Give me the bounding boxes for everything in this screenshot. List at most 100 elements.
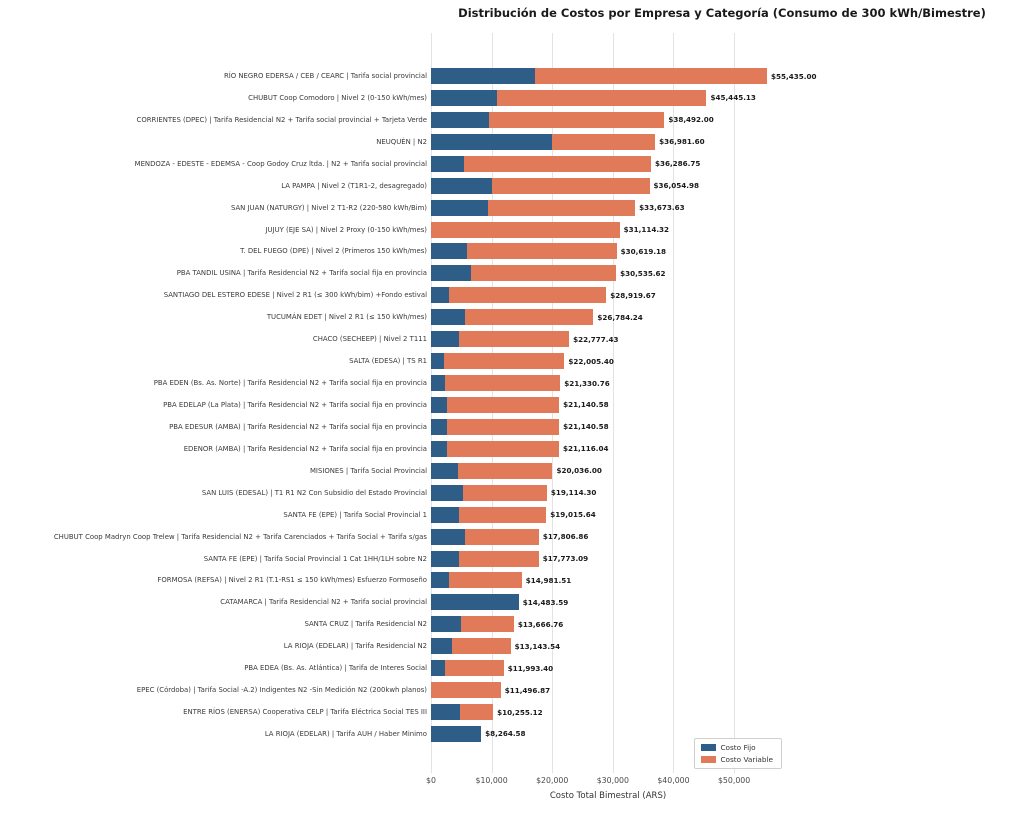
y-axis-category-label: CHACO (SECHEEP) | Nivel 2 T111 bbox=[312, 335, 427, 344]
bar-segment-costo-fijo bbox=[431, 725, 482, 742]
bar-segment-costo-variable bbox=[449, 287, 607, 304]
bar-row: ENTRE RÍOS (ENERSA) Cooperativa CELP | T… bbox=[183, 704, 543, 721]
y-axis-category-label: NEUQUÉN | N2 bbox=[376, 137, 427, 146]
bar-segment-costo-variable bbox=[465, 528, 539, 545]
y-axis-category-label: MENDOZA - EDESTE - EDEMSA - Coop Godoy C… bbox=[134, 159, 427, 168]
bar-row: SALTA (EDESA) | TS R1 $22,005.40 bbox=[349, 353, 614, 370]
y-axis-category-label: SANTA CRUZ | Tarifa Residencial N2 bbox=[304, 620, 427, 629]
bar-row: SANTIAGO DEL ESTERO EDESE | Nivel 2 R1 (… bbox=[164, 287, 656, 304]
bar-segment-costo-variable bbox=[464, 155, 651, 172]
bar-segment-costo-variable bbox=[459, 506, 547, 523]
bar-row: CATAMARCA | Tarifa Residencial N2 + Tari… bbox=[220, 594, 568, 611]
bar-segment-costo-variable bbox=[445, 660, 504, 677]
bar-total-label: $21,116.04 bbox=[562, 444, 609, 454]
bar-row: LA RIOJA (EDELAR) | Tarifa Residencial N… bbox=[284, 638, 561, 655]
bar-row: PBA EDEN (Bs. As. Norte) | Tarifa Reside… bbox=[154, 375, 610, 392]
y-axis-category-label: PBA EDELAP (La Plata) | Tarifa Residenci… bbox=[163, 400, 427, 409]
bar-segment-costo-fijo bbox=[431, 550, 460, 567]
bar-total-label: $8,264.58 bbox=[485, 729, 526, 739]
bar-segment-costo-fijo bbox=[431, 528, 466, 545]
bar-row: PBA EDEA (Bs. As. Atlántica) | Tarifa de… bbox=[244, 660, 553, 677]
legend-label-costo-fijo: Costo Fijo bbox=[720, 743, 756, 752]
bar-row: JUJUY (EJE SA) | Nivel 2 Proxy (0-150 kW… bbox=[265, 221, 670, 238]
bar-segment-costo-variable bbox=[459, 550, 539, 567]
bar-segment-costo-fijo bbox=[431, 89, 498, 106]
bar-total-label: $36,286.75 bbox=[654, 159, 701, 169]
bar-row: MISIONES | Tarifa Social Provincial $20,0… bbox=[310, 462, 602, 479]
y-axis-category-label: LA RIOJA (EDELAR) | Tarifa AUH / Haber M… bbox=[264, 729, 427, 738]
bar-total-label: $45,445.13 bbox=[710, 93, 756, 103]
bar-row: SAN LUIS (EDESAL) | T1 R1 N2 Con Subsidi… bbox=[202, 484, 597, 501]
bar-segment-costo-variable bbox=[552, 133, 656, 150]
chart-title: Distribución de Costos por Empresa y Cat… bbox=[458, 6, 986, 20]
bar-total-label: $22,005.40 bbox=[568, 356, 614, 366]
bar-total-label: $28,919.67 bbox=[610, 290, 656, 300]
bar-total-label: $17,773.09 bbox=[542, 554, 589, 564]
bar-total-label: $31,114.32 bbox=[623, 225, 670, 235]
x-tick-label: $50,000 bbox=[717, 776, 751, 785]
bar-row: SANTA CRUZ | Tarifa Residencial N2 $13,66… bbox=[304, 616, 564, 633]
bar-total-label: $13,143.54 bbox=[514, 641, 561, 651]
y-axis-category-label: RÍO NEGRO EDERSA / CEB / CEARC | Tarifa … bbox=[223, 72, 427, 80]
bar-segment-costo-variable bbox=[452, 638, 511, 655]
bar-total-label: $30,619.18 bbox=[620, 246, 667, 256]
legend-swatch-costo-fijo-icon bbox=[701, 744, 717, 751]
bar-total-label: $21,330.76 bbox=[564, 378, 610, 388]
bar-segment-costo-fijo bbox=[431, 704, 460, 721]
bar-segment-costo-variable bbox=[535, 68, 768, 84]
bar-segment-costo-variable bbox=[458, 462, 553, 479]
legend-item-costo-fijo: Costo Fijo bbox=[701, 743, 773, 752]
legend: Costo Fijo Costo Variable bbox=[694, 738, 782, 769]
bar-total-label: $55,435.00 bbox=[771, 71, 817, 81]
bar-segment-costo-fijo bbox=[431, 331, 459, 348]
y-axis-category-label: SANTA FE (EPE) | Tarifa Social Provincia… bbox=[283, 510, 427, 519]
x-tick-label: $40,000 bbox=[657, 776, 690, 785]
bar-total-label: $11,496.87 bbox=[504, 685, 551, 695]
bar-row: CHUBUT Coop Comodoro | Nivel 2 (0-150 kW… bbox=[248, 89, 756, 106]
legend-item-costo-variable: Costo Variable bbox=[701, 755, 773, 764]
bar-row: PBA TANDIL USINA | Tarifa Residencial N2… bbox=[177, 265, 666, 282]
bar-total-label: $20,036.00 bbox=[556, 466, 602, 476]
bar-segment-costo-fijo bbox=[431, 594, 519, 611]
bar-total-label: $19,114.30 bbox=[550, 488, 597, 498]
bar-total-label: $13,666.76 bbox=[517, 619, 564, 629]
bar-segment-costo-variable bbox=[459, 704, 494, 721]
bar-segment-costo-fijo bbox=[431, 265, 471, 282]
bar-row: CHACO (SECHEEP) | Nivel 2 T111 $22,777.43 bbox=[313, 331, 619, 348]
bar-segment-costo-fijo bbox=[431, 638, 453, 655]
bar-row: CORRIENTES (DPEC) | Tarifa Residencial N… bbox=[137, 111, 714, 128]
y-axis-category-label: SAN JUAN (NATURGY) | Nivel 2 T1-R2 (220-… bbox=[230, 203, 427, 212]
y-axis-category-label: TUCUMÁN EDET | Nivel 2 R1 (≤ 150 kWh/mes… bbox=[266, 313, 427, 322]
bar-segment-costo-variable bbox=[462, 484, 547, 501]
bar-row: LA PAMPA | Nivel 2 (T1R1-2, desagregado)… bbox=[281, 177, 699, 194]
bar-row: CHUBUT Coop Madryn Coop Trelew | Tarifa … bbox=[54, 528, 589, 545]
x-tick-label: $10,000 bbox=[475, 776, 508, 785]
y-axis-category-label: T. DEL FUEGO (DPE) | Nivel 2 (Primeros 1… bbox=[240, 247, 427, 256]
y-axis-category-label: EPEC (Córdoba) | Tarifa Social -A.2) Ind… bbox=[136, 686, 427, 695]
bar-segment-costo-variable bbox=[431, 221, 620, 238]
gridline bbox=[673, 33, 675, 773]
bar-row: SAN JUAN (NATURGY) | Nivel 2 T1-R2 (220-… bbox=[231, 199, 685, 216]
bar-total-label: $21,140.58 bbox=[563, 422, 609, 432]
bar-segment-costo-variable bbox=[445, 375, 561, 392]
y-axis-category-label: CHUBUT Coop Madryn Coop Trelew | Tarifa … bbox=[53, 532, 427, 541]
y-axis-category-label: PBA EDESUR (AMBA) | Tarifa Residencial N… bbox=[169, 422, 427, 431]
bar-row: FORMOSA (REFSA) | Nivel 2 R1 (T.1-RS1 ≤ … bbox=[157, 572, 572, 589]
x-tick-label: $20,000 bbox=[536, 776, 569, 785]
bar-segment-costo-fijo bbox=[431, 199, 489, 216]
bar-segment-costo-fijo bbox=[431, 111, 490, 128]
bar-total-label: $14,981.51 bbox=[525, 575, 572, 585]
bar-segment-costo-variable bbox=[489, 111, 665, 128]
y-axis-category-label: FORMOSA (REFSA) | Nivel 2 R1 (T.1-RS1 ≤ … bbox=[157, 576, 427, 585]
y-axis-category-label: MISIONES | Tarifa Social Provincial bbox=[309, 466, 427, 475]
bar-total-label: $10,255.12 bbox=[497, 707, 543, 717]
legend-swatch-costo-variable-icon bbox=[701, 756, 717, 763]
bar-segment-costo-fijo bbox=[431, 462, 459, 479]
bar-segment-costo-variable bbox=[497, 89, 707, 106]
bar-total-label: $38,492.00 bbox=[668, 115, 714, 125]
bar-total-label: $30,535.62 bbox=[620, 268, 666, 278]
bar-segment-costo-fijo bbox=[431, 440, 448, 457]
bar-total-label: $17,806.86 bbox=[542, 532, 589, 542]
